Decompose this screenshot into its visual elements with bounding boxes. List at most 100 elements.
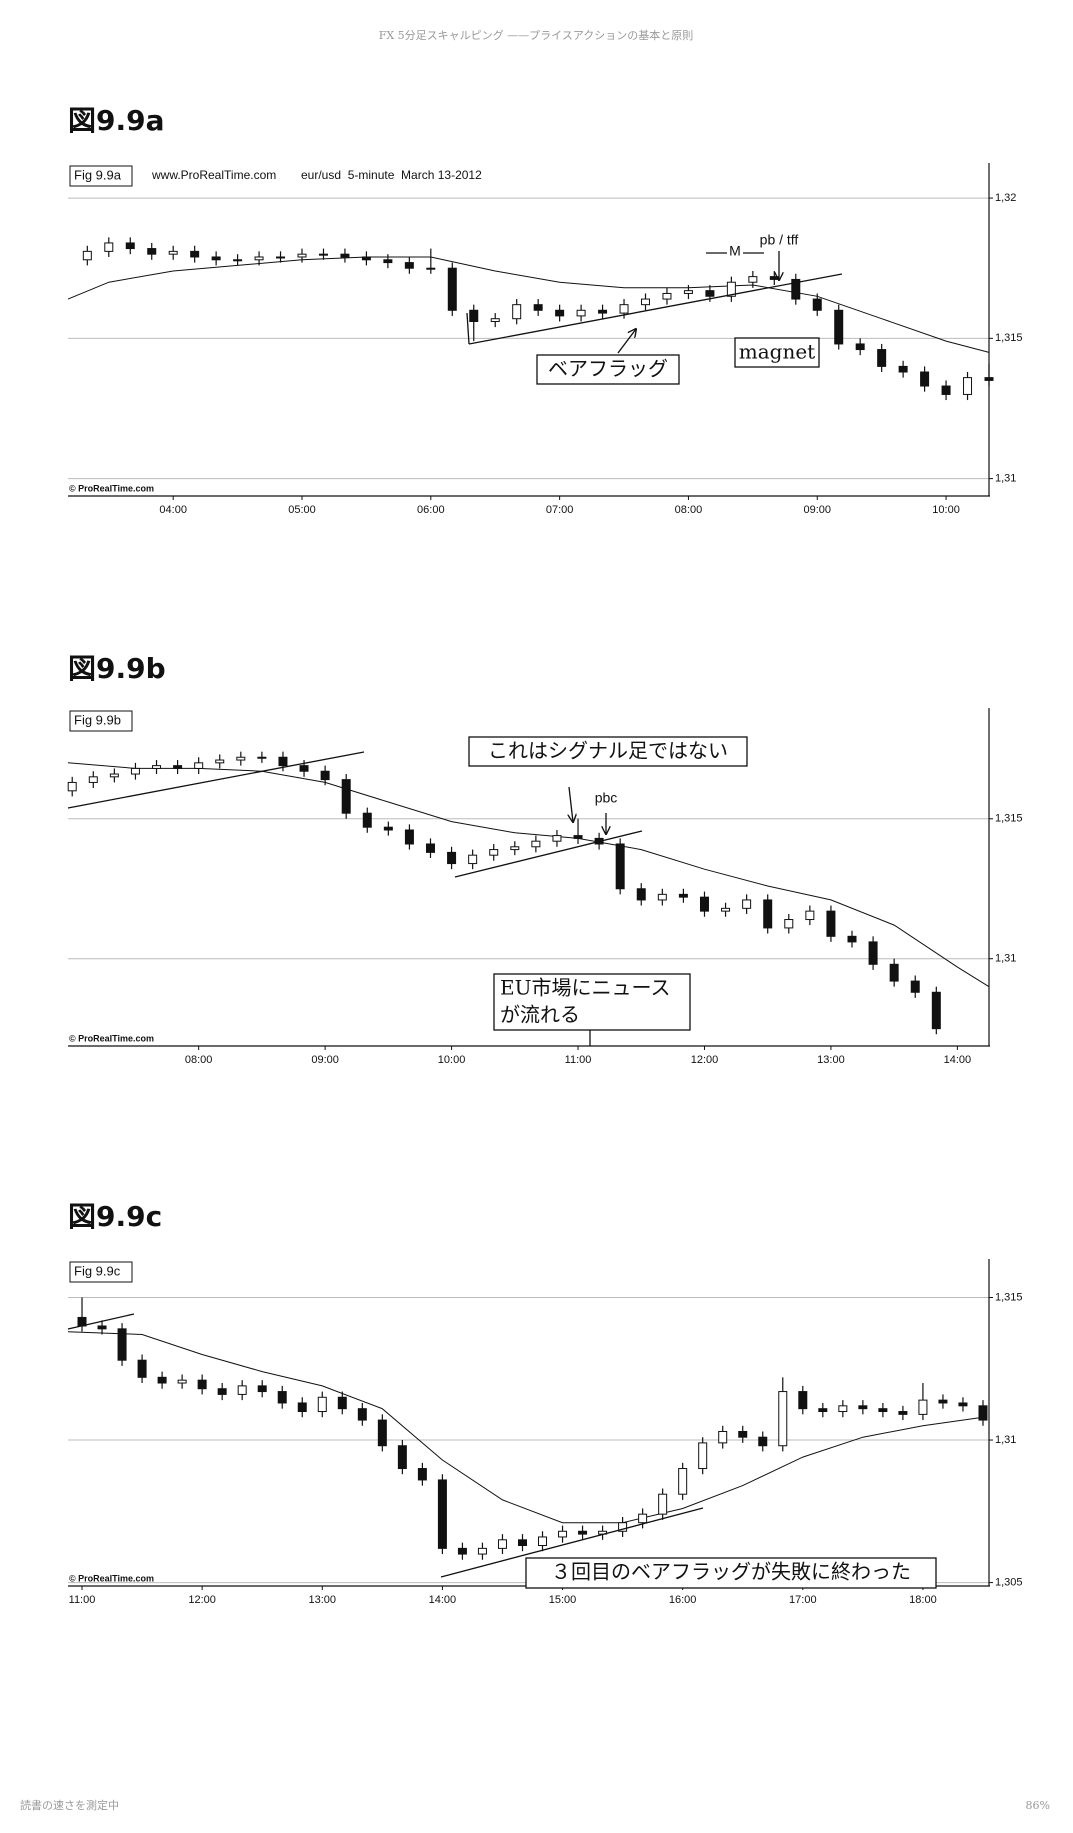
candle-body (317, 1396, 327, 1413)
fig-label-box (69, 710, 133, 732)
annotation-box (493, 973, 691, 1031)
candle-body (931, 991, 941, 1030)
candle-body (615, 843, 625, 890)
annotation-box (468, 736, 748, 767)
candle-body (938, 1399, 948, 1404)
x-tick-label: 17:00 (789, 1594, 817, 1606)
candle-body (237, 1385, 247, 1395)
candle-body (447, 851, 457, 865)
fig-label: Fig 9.9b (74, 712, 121, 727)
x-tick-label: 13:00 (817, 1054, 845, 1066)
candle-body (798, 1391, 808, 1410)
x-tick-label: 12:00 (188, 1594, 216, 1606)
candle-body (297, 253, 307, 258)
annotation: pb / tff (760, 232, 799, 248)
candle-body (978, 1405, 988, 1421)
candle-body (517, 1539, 527, 1547)
candle-body (818, 1408, 828, 1413)
candle-body (157, 1376, 167, 1384)
candle-body (748, 276, 758, 283)
annotation: これはシグナル足ではない (488, 739, 728, 763)
candle-body (211, 256, 221, 261)
y-tick-label: 1,31 (995, 473, 1016, 485)
candle-body (489, 849, 499, 856)
annotation: EU市場にニュース (500, 976, 670, 1000)
x-tick-label: 09:00 (803, 504, 831, 516)
candle-body (920, 371, 930, 387)
candle-body (533, 304, 543, 311)
candle-body (357, 1408, 367, 1421)
candle-body (619, 304, 629, 314)
y-tick-label: 1,32 (995, 192, 1016, 204)
candle-body (636, 888, 646, 901)
candle-body (984, 377, 994, 381)
y-tick-label: 1,31 (995, 953, 1016, 965)
moving-average (67, 256, 990, 353)
x-tick-label: 12:00 (691, 1054, 719, 1066)
candle-body (137, 1359, 147, 1378)
candle-body (538, 1536, 548, 1547)
x-tick-label: 11:00 (565, 1054, 592, 1066)
fig-label-box (69, 1261, 133, 1283)
y-tick-label: 1,315 (995, 332, 1023, 344)
candle-body (257, 756, 267, 759)
candle-body (769, 276, 779, 280)
candle-body (578, 1530, 588, 1535)
x-tick-label: 05:00 (288, 504, 316, 516)
candle-body (683, 290, 693, 294)
annotation: pbc (595, 790, 618, 806)
candle-body (377, 1419, 387, 1447)
candle-body (477, 1547, 487, 1555)
x-tick-label: 08:00 (675, 504, 703, 516)
candle-body (190, 250, 200, 258)
candle-body (738, 1430, 748, 1438)
candle-body (469, 309, 479, 323)
figure-heading: 図9.9c (68, 1200, 162, 1233)
candle-body (573, 835, 583, 839)
reading-progress: 86% (1026, 1799, 1050, 1812)
candle-body (531, 840, 541, 848)
candle-body (958, 1402, 968, 1407)
arrow (617, 329, 636, 354)
x-tick-label: 18:00 (909, 1594, 937, 1606)
candle-body (705, 290, 715, 297)
x-tick-label: 11:00 (69, 1594, 96, 1606)
candle-body (337, 1396, 347, 1410)
candle-body (104, 242, 114, 252)
annotation-box (525, 1557, 937, 1589)
candle-body (88, 776, 98, 783)
candle-body (510, 846, 520, 851)
candle-body (877, 349, 887, 367)
candle-body (847, 935, 857, 943)
x-tick-label: 09:00 (311, 1054, 339, 1066)
figure-heading: 図9.9a (68, 104, 165, 137)
candle-body (109, 773, 119, 778)
candle-body (555, 309, 565, 317)
candle-body (698, 1442, 708, 1470)
arrow (569, 786, 573, 822)
copyright: © ProRealTime.com (69, 1573, 154, 1583)
candle-body (276, 256, 286, 259)
candle-body (618, 1522, 628, 1532)
y-tick-label: 1,315 (995, 1291, 1023, 1303)
candle-body (147, 248, 157, 255)
candle-body (97, 1325, 107, 1330)
x-tick-label: 15:00 (549, 1594, 577, 1606)
fig-label: Fig 9.9a (74, 167, 122, 182)
candle-body (277, 1391, 287, 1404)
candle-body (361, 256, 371, 261)
candle-body (177, 1379, 187, 1384)
candle-body (490, 318, 500, 323)
candle-body (512, 304, 522, 320)
candle-body (963, 377, 973, 395)
candle-body (425, 843, 435, 853)
y-tick-label: 1,305 (995, 1576, 1023, 1588)
x-tick-label: 04:00 (159, 504, 187, 516)
annotation: ３回目のベアフラッグが失敗に終わった (551, 1560, 911, 1584)
candle-body (805, 910, 815, 921)
candle-body (320, 770, 330, 781)
x-tick-label: 10:00 (438, 1054, 466, 1066)
x-tick-label: 08:00 (185, 1054, 213, 1066)
candle-body (168, 250, 178, 255)
